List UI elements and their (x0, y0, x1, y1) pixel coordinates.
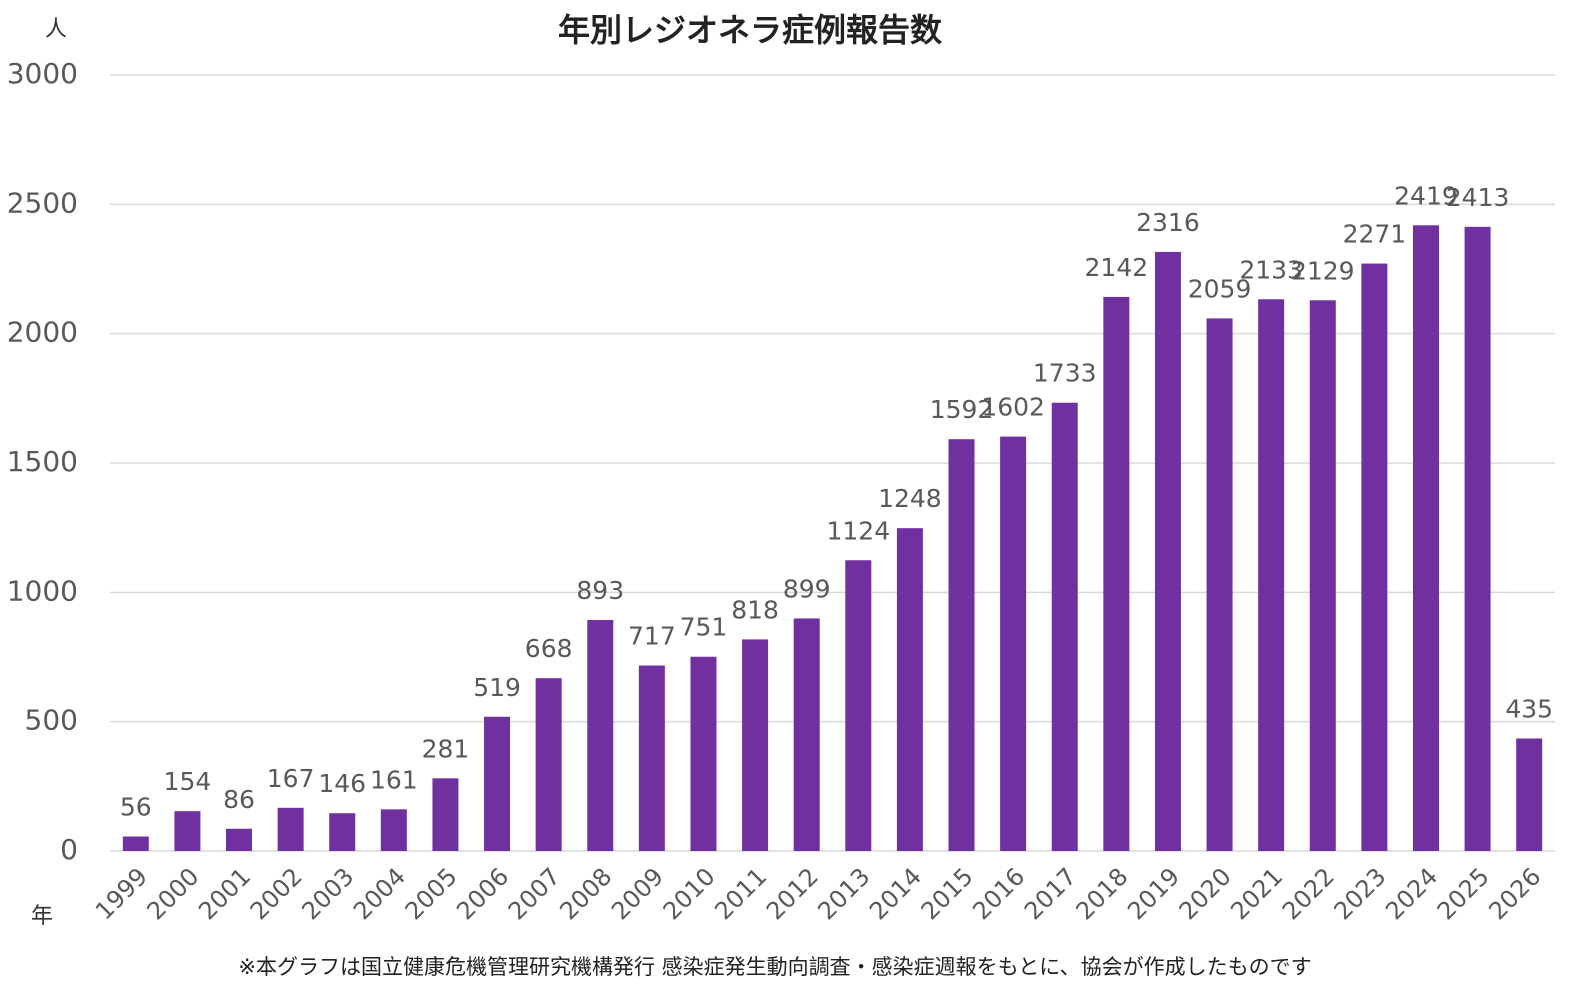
data-label: 2142 (1085, 253, 1149, 282)
data-label: 435 (1505, 694, 1553, 723)
y-tick-label: 2500 (7, 186, 78, 219)
footnote: ※本グラフは国立健康危機管理研究機構発行 感染症発生動向調査・感染症週報をもとに… (238, 955, 1311, 979)
bar (1361, 263, 1388, 851)
data-label: 2316 (1136, 208, 1200, 237)
bar (329, 813, 356, 851)
data-label: 717 (628, 622, 676, 651)
data-label: 668 (525, 634, 573, 663)
data-label: 751 (680, 613, 728, 642)
bar (1464, 226, 1491, 851)
data-label: 281 (422, 734, 470, 763)
bar (380, 809, 407, 851)
bar (638, 665, 665, 851)
bar (535, 678, 562, 851)
y-tick-label: 1500 (7, 445, 78, 478)
data-label: 2271 (1343, 220, 1407, 249)
data-label: 899 (783, 574, 831, 603)
bar (1412, 225, 1439, 851)
bar (1309, 300, 1336, 851)
data-label: 1592 (930, 395, 994, 424)
bar (1103, 296, 1130, 851)
data-label: 146 (318, 769, 366, 798)
data-label: 1602 (981, 393, 1045, 422)
data-label: 1248 (878, 484, 942, 513)
bar (484, 716, 511, 851)
data-label: 2419 (1394, 181, 1458, 210)
data-label: 519 (473, 673, 521, 702)
data-label: 56 (120, 793, 152, 822)
bar (742, 639, 769, 851)
data-label: 1733 (1033, 359, 1097, 388)
bar (690, 656, 717, 851)
bar (432, 778, 459, 851)
bar (1258, 299, 1285, 851)
y-tick-label: 0 (60, 833, 78, 866)
data-label: 2413 (1446, 183, 1510, 212)
data-label: 1124 (826, 516, 890, 545)
bar (1206, 318, 1233, 851)
bar (277, 807, 304, 851)
bar (1000, 436, 1027, 851)
data-label: 167 (267, 764, 315, 793)
bar (1516, 738, 1543, 851)
y-tick-label: 500 (25, 704, 78, 737)
bar (793, 618, 820, 851)
chart-title: 年別レジオネラ症例報告数 (558, 11, 943, 49)
data-label: 154 (164, 767, 212, 796)
y-tick-label: 1000 (7, 574, 78, 607)
bar (587, 620, 614, 851)
bar (122, 836, 149, 851)
y-tick-label: 3000 (7, 57, 78, 90)
data-label: 161 (370, 765, 418, 794)
bar (896, 528, 923, 851)
data-label: 893 (576, 576, 624, 605)
data-label: 2133 (1239, 255, 1303, 284)
data-label: 2129 (1291, 256, 1355, 285)
bar (1051, 402, 1078, 851)
bar (1154, 251, 1181, 852)
x-axis-unit: 年 (31, 904, 53, 929)
data-label: 2059 (1188, 274, 1252, 303)
bar (174, 811, 201, 851)
data-label: 818 (731, 595, 779, 624)
bar (845, 560, 872, 851)
bar (226, 828, 253, 851)
data-label: 86 (223, 785, 255, 814)
bar (948, 439, 975, 851)
y-tick-label: 2000 (7, 316, 78, 349)
y-axis-unit: 人 (45, 17, 67, 42)
